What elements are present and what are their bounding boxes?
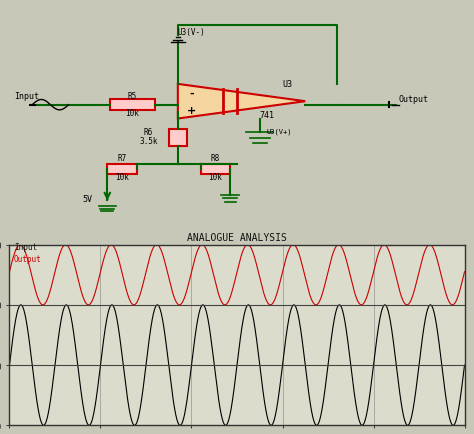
Text: U3(V-): U3(V-)	[178, 28, 205, 36]
Text: Output: Output	[399, 95, 428, 104]
Text: R7: R7	[117, 154, 127, 163]
Polygon shape	[178, 85, 305, 119]
Bar	[169, 130, 187, 147]
Text: 5V: 5V	[82, 194, 92, 204]
Text: R6: R6	[144, 128, 153, 137]
Text: R5: R5	[128, 92, 137, 101]
Text: 3.5k: 3.5k	[139, 136, 157, 145]
Bar	[107, 164, 137, 174]
Text: +: +	[187, 105, 196, 115]
Bar	[201, 164, 230, 174]
Text: 10k: 10k	[115, 173, 129, 182]
Bar	[109, 100, 155, 111]
Text: Input: Input	[14, 243, 37, 252]
Text: 10k: 10k	[126, 109, 139, 118]
Text: U3(V+): U3(V+)	[266, 128, 292, 135]
Text: U3: U3	[283, 79, 292, 89]
Text: Input: Input	[14, 92, 39, 101]
Text: -: -	[189, 89, 194, 99]
Text: 741: 741	[260, 111, 275, 119]
Text: Output: Output	[14, 255, 42, 264]
Text: R8: R8	[210, 154, 220, 163]
Title: ANALOGUE ANALYSIS: ANALOGUE ANALYSIS	[187, 233, 287, 243]
Text: 10k: 10k	[208, 173, 222, 182]
